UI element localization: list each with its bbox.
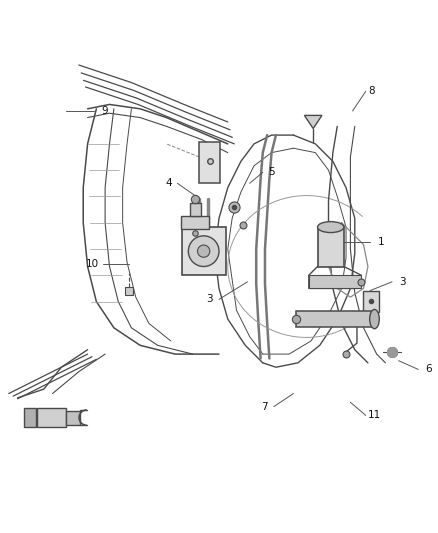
Text: 5: 5 [268,167,275,177]
Text: 10: 10 [85,260,99,269]
Circle shape [198,245,210,257]
Text: 4: 4 [165,178,172,188]
Polygon shape [309,275,361,288]
Text: 9: 9 [102,106,109,116]
Text: 8: 8 [368,86,375,96]
Bar [190,203,201,216]
Text: 7: 7 [261,402,268,411]
Circle shape [188,236,219,266]
Bar [363,290,379,312]
Bar [182,227,226,275]
Bar [24,408,36,427]
Text: 1: 1 [378,237,385,247]
Ellipse shape [318,222,344,232]
Text: 3: 3 [399,277,406,287]
Bar [296,311,372,327]
Bar [66,410,80,425]
Text: 11: 11 [367,410,381,421]
Bar [181,216,209,229]
Text: 3: 3 [206,294,213,304]
Bar [318,227,344,266]
Ellipse shape [370,310,379,329]
Text: 6: 6 [425,365,431,374]
Bar [199,142,220,183]
Polygon shape [304,115,322,128]
Bar [37,408,66,427]
